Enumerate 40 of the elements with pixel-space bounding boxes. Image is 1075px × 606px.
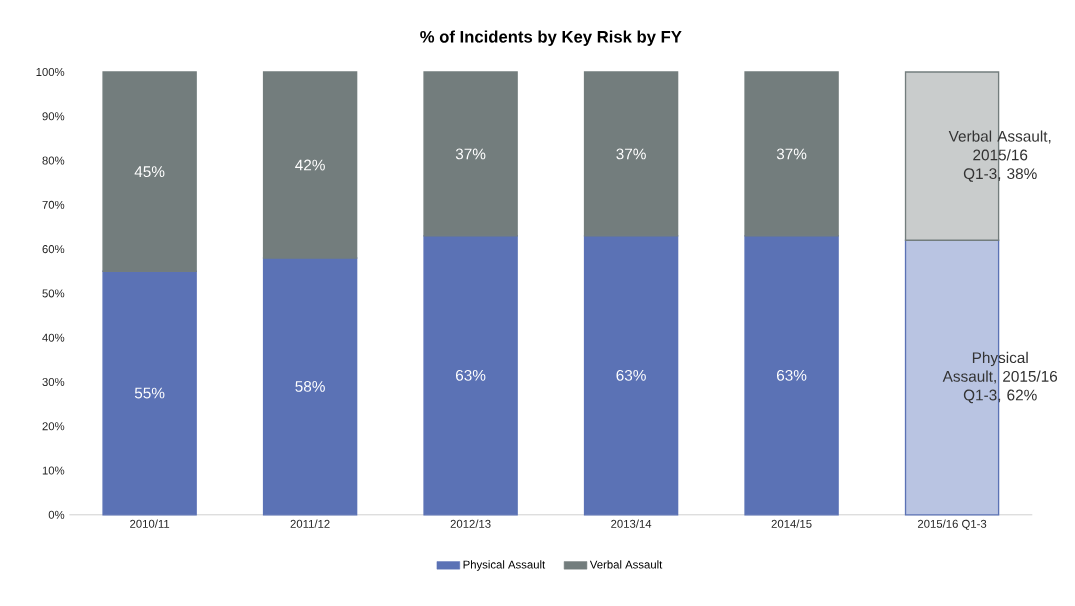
bar — [262, 257, 358, 516]
bar — [583, 235, 679, 516]
y-tick-label: 50% — [42, 289, 65, 298]
bar — [744, 71, 839, 237]
chart-title: % of Incidents by Key Risk by FY — [420, 30, 682, 47]
x-tick-label: 2010/11 — [130, 519, 170, 529]
x-tick-label: 2015/16 Q1-3 — [917, 519, 987, 531]
y-tick-label: 30% — [42, 378, 65, 387]
data-label: 37% — [455, 148, 486, 160]
x-tick-label: 2013/14 — [611, 519, 652, 529]
data-label: 63% — [456, 370, 486, 381]
data-label: 63% — [777, 370, 807, 381]
data-label: 45% — [134, 166, 165, 178]
y-tick-label: 20% — [42, 422, 65, 431]
y-tick-label: 10% — [42, 466, 65, 475]
bar — [744, 235, 839, 516]
data-label: 37% — [776, 148, 807, 160]
legend-label: Physical Assault — [463, 560, 546, 572]
bar — [102, 71, 197, 273]
x-tick-label: 2014/15 — [771, 519, 812, 529]
x-tick-label: 2011/12 — [290, 519, 330, 529]
data-label: 37% — [616, 148, 646, 160]
data-label: 58% — [295, 381, 325, 393]
y-tick-label: 90% — [42, 112, 65, 121]
y-tick-label: 40% — [42, 333, 65, 342]
bar — [102, 270, 197, 516]
y-tick-label: 70% — [42, 201, 65, 210]
bar — [423, 71, 518, 237]
x-tick-label: 2012/13 — [450, 519, 491, 529]
legend-label: Verbal Assault — [589, 560, 663, 569]
bar — [583, 71, 679, 237]
data-label: 63% — [616, 370, 646, 381]
y-tick-label: 60% — [42, 245, 65, 254]
y-tick-label: 100% — [36, 68, 65, 77]
bar — [423, 235, 518, 516]
data-label: 55% — [134, 387, 165, 399]
y-tick-label: 0% — [48, 511, 65, 520]
y-tick-label: 80% — [42, 156, 65, 165]
data-label: 42% — [295, 159, 325, 171]
bar — [262, 71, 358, 259]
